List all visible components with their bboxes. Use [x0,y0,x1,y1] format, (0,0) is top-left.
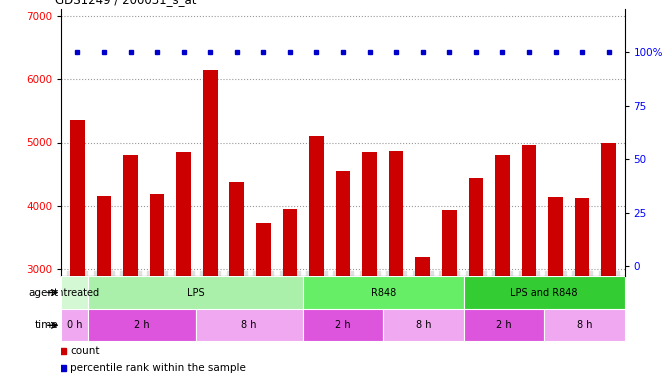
Text: count: count [70,346,100,356]
Bar [574,198,589,276]
Bar [495,154,510,276]
Text: 2 h: 2 h [496,320,512,330]
Text: GDS1249 / 200031_s_at: GDS1249 / 200031_s_at [55,0,196,6]
Bar [196,309,303,341]
Bar [97,196,112,276]
Bar [415,256,430,276]
Bar [176,152,191,276]
Bar [61,276,88,309]
Bar [548,197,563,276]
Text: LPS: LPS [187,288,204,297]
Bar [88,276,303,309]
Text: 0 h: 0 h [67,320,83,330]
Bar [309,136,324,276]
Bar [256,223,271,276]
Text: R848: R848 [371,288,396,297]
Bar [150,195,164,276]
Bar [362,152,377,276]
Text: untreated: untreated [51,288,99,297]
Text: 2 h: 2 h [134,320,150,330]
Text: 8 h: 8 h [241,320,257,330]
Bar [303,276,464,309]
Text: 8 h: 8 h [415,320,432,330]
Bar [283,209,297,276]
Bar [303,309,383,341]
Bar [336,171,350,276]
Bar [203,70,218,276]
Bar [88,309,196,341]
Bar [464,309,544,341]
Text: 8 h: 8 h [576,320,592,330]
Bar [383,309,464,341]
Text: LPS and R848: LPS and R848 [510,288,578,297]
Text: percentile rank within the sample: percentile rank within the sample [70,363,246,373]
Bar [601,142,616,276]
Text: 2 h: 2 h [335,320,351,330]
Bar [70,120,85,276]
Bar [123,155,138,276]
Bar [468,178,483,276]
Bar [522,145,536,276]
Text: agent: agent [28,288,58,297]
Bar [389,151,403,276]
Text: time: time [35,320,58,330]
Bar [464,276,625,309]
Bar [442,210,456,276]
Bar [61,309,88,341]
Bar [544,309,625,341]
Bar [230,182,244,276]
